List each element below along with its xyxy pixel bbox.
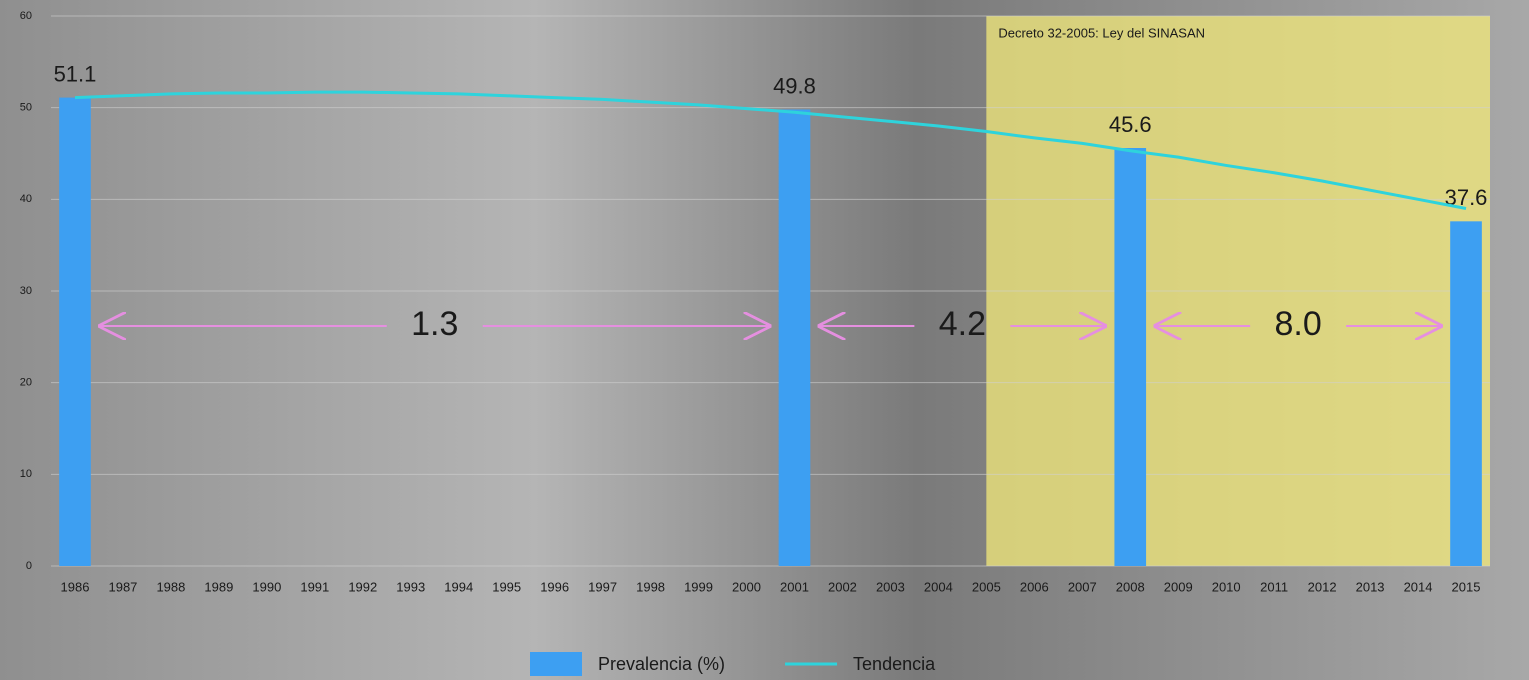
annotation: 1.3 [411,305,458,343]
bar [778,109,811,566]
x-tick-label: 1986 [61,579,90,594]
x-tick-label: 2002 [828,579,857,594]
x-tick-label: 1988 [156,579,185,594]
x-tick-label: 2007 [1068,579,1097,594]
highlight-label: Decreto 32-2005: Ley del SINASAN [998,25,1205,40]
data-label: 51.1 [54,61,97,86]
x-tick-label: 1993 [396,579,425,594]
x-tick-label: 1987 [108,579,137,594]
x-tick-label: 2013 [1356,579,1385,594]
x-tick-label: 2014 [1404,579,1433,594]
x-tick-label: 1997 [588,579,617,594]
x-tick-label: 2001 [780,579,809,594]
x-tick-label: 1989 [204,579,233,594]
x-tick-label: 2009 [1164,579,1193,594]
data-label: 45.6 [1109,112,1152,137]
legend-swatch [530,652,582,676]
x-tick-label: 2008 [1116,579,1145,594]
y-tick-label: 0 [26,560,32,572]
x-tick-label: 2005 [972,579,1001,594]
y-tick-label: 30 [20,285,32,297]
x-tick-label: 2004 [924,579,953,594]
bar [59,97,91,566]
y-tick-label: 50 [20,102,32,114]
x-tick-label: 1996 [540,579,569,594]
bar [1450,221,1482,567]
y-tick-label: 20 [20,377,32,389]
x-tick-label: 2011 [1260,579,1288,594]
annotation: 4.2 [939,305,986,343]
y-tick-label: 40 [20,193,32,205]
x-tick-label: 2015 [1452,579,1481,594]
trend-line [74,90,1467,210]
x-tick-label: 2003 [876,579,905,594]
x-tick-label: 1999 [684,579,713,594]
legend-label: Prevalencia (%) [598,654,725,674]
x-tick-label: 1994 [444,579,473,594]
data-label: 49.8 [773,73,816,98]
bar [1114,148,1147,566]
x-tick-label: 2012 [1308,579,1337,594]
x-tick-label: 2000 [732,579,761,594]
legend-label: Tendencia [853,654,936,674]
x-tick-label: 1995 [492,579,521,594]
y-tick-label: 60 [20,10,32,22]
x-tick-label: 1992 [348,579,377,594]
x-tick-label: 2010 [1212,579,1241,594]
x-tick-label: 1990 [252,579,281,594]
x-tick-label: 1991 [300,579,329,594]
x-tick-label: 1998 [636,579,665,594]
y-tick-label: 10 [20,468,32,480]
x-tick-label: 2006 [1020,579,1049,594]
annotation: 8.0 [1275,305,1322,343]
